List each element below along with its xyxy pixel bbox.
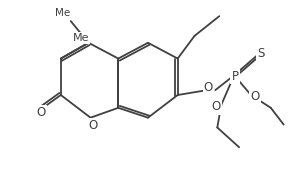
Text: Me: Me (72, 33, 89, 43)
Text: S: S (257, 47, 265, 60)
Text: O: O (88, 119, 97, 132)
Text: O: O (204, 81, 213, 94)
Text: O: O (212, 100, 221, 113)
Text: O: O (36, 106, 46, 119)
Text: P: P (232, 70, 239, 83)
Text: O: O (250, 91, 260, 104)
Text: Me: Me (55, 8, 70, 18)
